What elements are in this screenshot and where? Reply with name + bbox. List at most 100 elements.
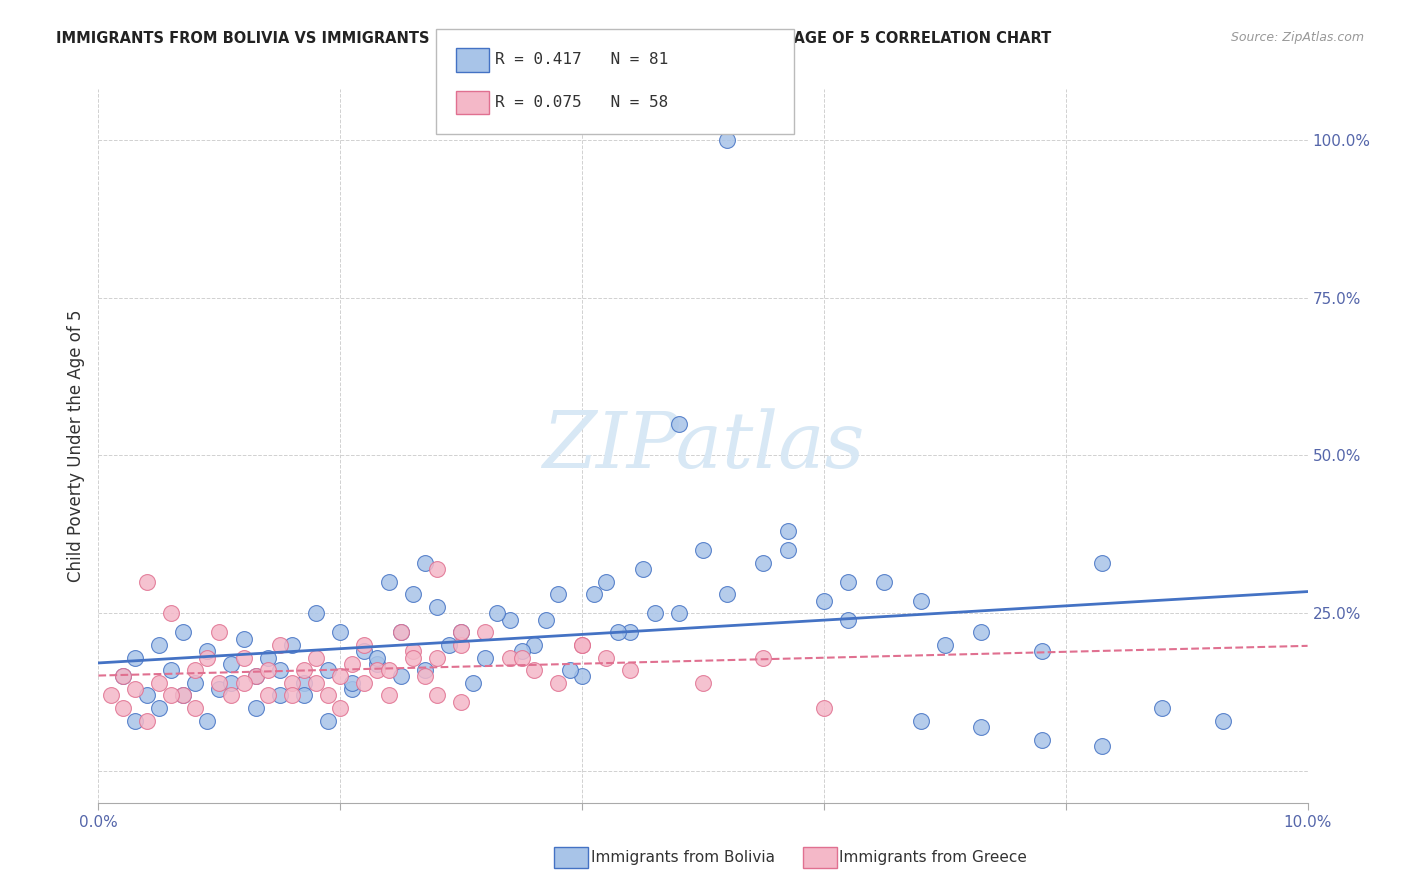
Point xyxy=(1031,644,1053,658)
Point xyxy=(195,714,218,728)
Point xyxy=(135,714,157,728)
Point xyxy=(910,593,932,607)
Point xyxy=(1031,732,1053,747)
Point xyxy=(329,701,352,715)
Point xyxy=(752,556,775,570)
Point xyxy=(873,574,896,589)
Point xyxy=(1212,714,1234,728)
Point xyxy=(245,701,267,715)
Point xyxy=(184,663,207,677)
Point xyxy=(377,574,399,589)
Point xyxy=(160,689,183,703)
Point xyxy=(668,417,690,431)
Point xyxy=(450,625,472,640)
Point xyxy=(269,663,291,677)
Point xyxy=(523,663,546,677)
Point xyxy=(426,650,449,665)
Point xyxy=(148,701,170,715)
Point xyxy=(934,638,956,652)
Point xyxy=(692,675,714,690)
Point xyxy=(366,663,388,677)
Text: Immigrants from Bolivia: Immigrants from Bolivia xyxy=(591,850,775,864)
Point xyxy=(547,587,569,601)
Point xyxy=(450,625,472,640)
Point xyxy=(389,625,412,640)
Point xyxy=(329,625,352,640)
Point xyxy=(281,638,304,652)
Point xyxy=(1091,556,1114,570)
Point xyxy=(135,689,157,703)
Point xyxy=(366,657,388,671)
Text: ZIPatlas: ZIPatlas xyxy=(541,408,865,484)
Point xyxy=(583,587,606,601)
Point xyxy=(245,669,267,683)
Point xyxy=(474,650,496,665)
Point xyxy=(510,644,533,658)
Point xyxy=(571,638,593,652)
Point xyxy=(716,587,738,601)
Point xyxy=(837,613,859,627)
Point xyxy=(377,663,399,677)
Point xyxy=(510,650,533,665)
Point xyxy=(426,689,449,703)
Point xyxy=(619,625,641,640)
Point xyxy=(644,607,666,621)
Point xyxy=(342,657,364,671)
Point xyxy=(135,574,157,589)
Point xyxy=(342,682,364,697)
Point xyxy=(389,669,412,683)
Point xyxy=(353,638,375,652)
Point xyxy=(692,543,714,558)
Point xyxy=(184,701,207,715)
Point xyxy=(353,644,375,658)
Point xyxy=(292,675,315,690)
Point xyxy=(498,613,520,627)
Point xyxy=(402,644,425,658)
Point xyxy=(221,689,243,703)
Point xyxy=(595,650,617,665)
Point xyxy=(402,650,425,665)
Point xyxy=(837,574,859,589)
Point xyxy=(305,650,328,665)
Point xyxy=(316,714,339,728)
Point xyxy=(305,675,328,690)
Point xyxy=(595,574,617,589)
Point xyxy=(221,675,243,690)
Point xyxy=(534,613,557,627)
Point xyxy=(316,689,339,703)
Point xyxy=(413,556,436,570)
Point xyxy=(523,638,546,652)
Point xyxy=(245,669,267,683)
Point xyxy=(281,689,304,703)
Point xyxy=(437,638,460,652)
Point xyxy=(256,663,278,677)
Point xyxy=(402,587,425,601)
Point xyxy=(172,689,194,703)
Point xyxy=(208,625,231,640)
Point xyxy=(619,663,641,677)
Point xyxy=(269,638,291,652)
Text: Immigrants from Greece: Immigrants from Greece xyxy=(839,850,1028,864)
Point xyxy=(571,669,593,683)
Point xyxy=(124,650,146,665)
Point xyxy=(450,638,472,652)
Point xyxy=(329,669,352,683)
Point xyxy=(486,607,509,621)
Point xyxy=(716,133,738,147)
Point xyxy=(377,689,399,703)
Point xyxy=(160,663,183,677)
Point xyxy=(1152,701,1174,715)
Text: IMMIGRANTS FROM BOLIVIA VS IMMIGRANTS FROM GREECE CHILD POVERTY UNDER THE AGE OF: IMMIGRANTS FROM BOLIVIA VS IMMIGRANTS FR… xyxy=(56,31,1052,46)
Point xyxy=(547,675,569,690)
Text: Source: ZipAtlas.com: Source: ZipAtlas.com xyxy=(1230,31,1364,45)
Point xyxy=(256,689,278,703)
Point xyxy=(172,689,194,703)
Point xyxy=(426,562,449,576)
Point xyxy=(195,650,218,665)
Point xyxy=(160,607,183,621)
Point xyxy=(366,650,388,665)
Point xyxy=(607,625,630,640)
Point xyxy=(413,669,436,683)
Point xyxy=(232,675,254,690)
Point xyxy=(426,600,449,615)
